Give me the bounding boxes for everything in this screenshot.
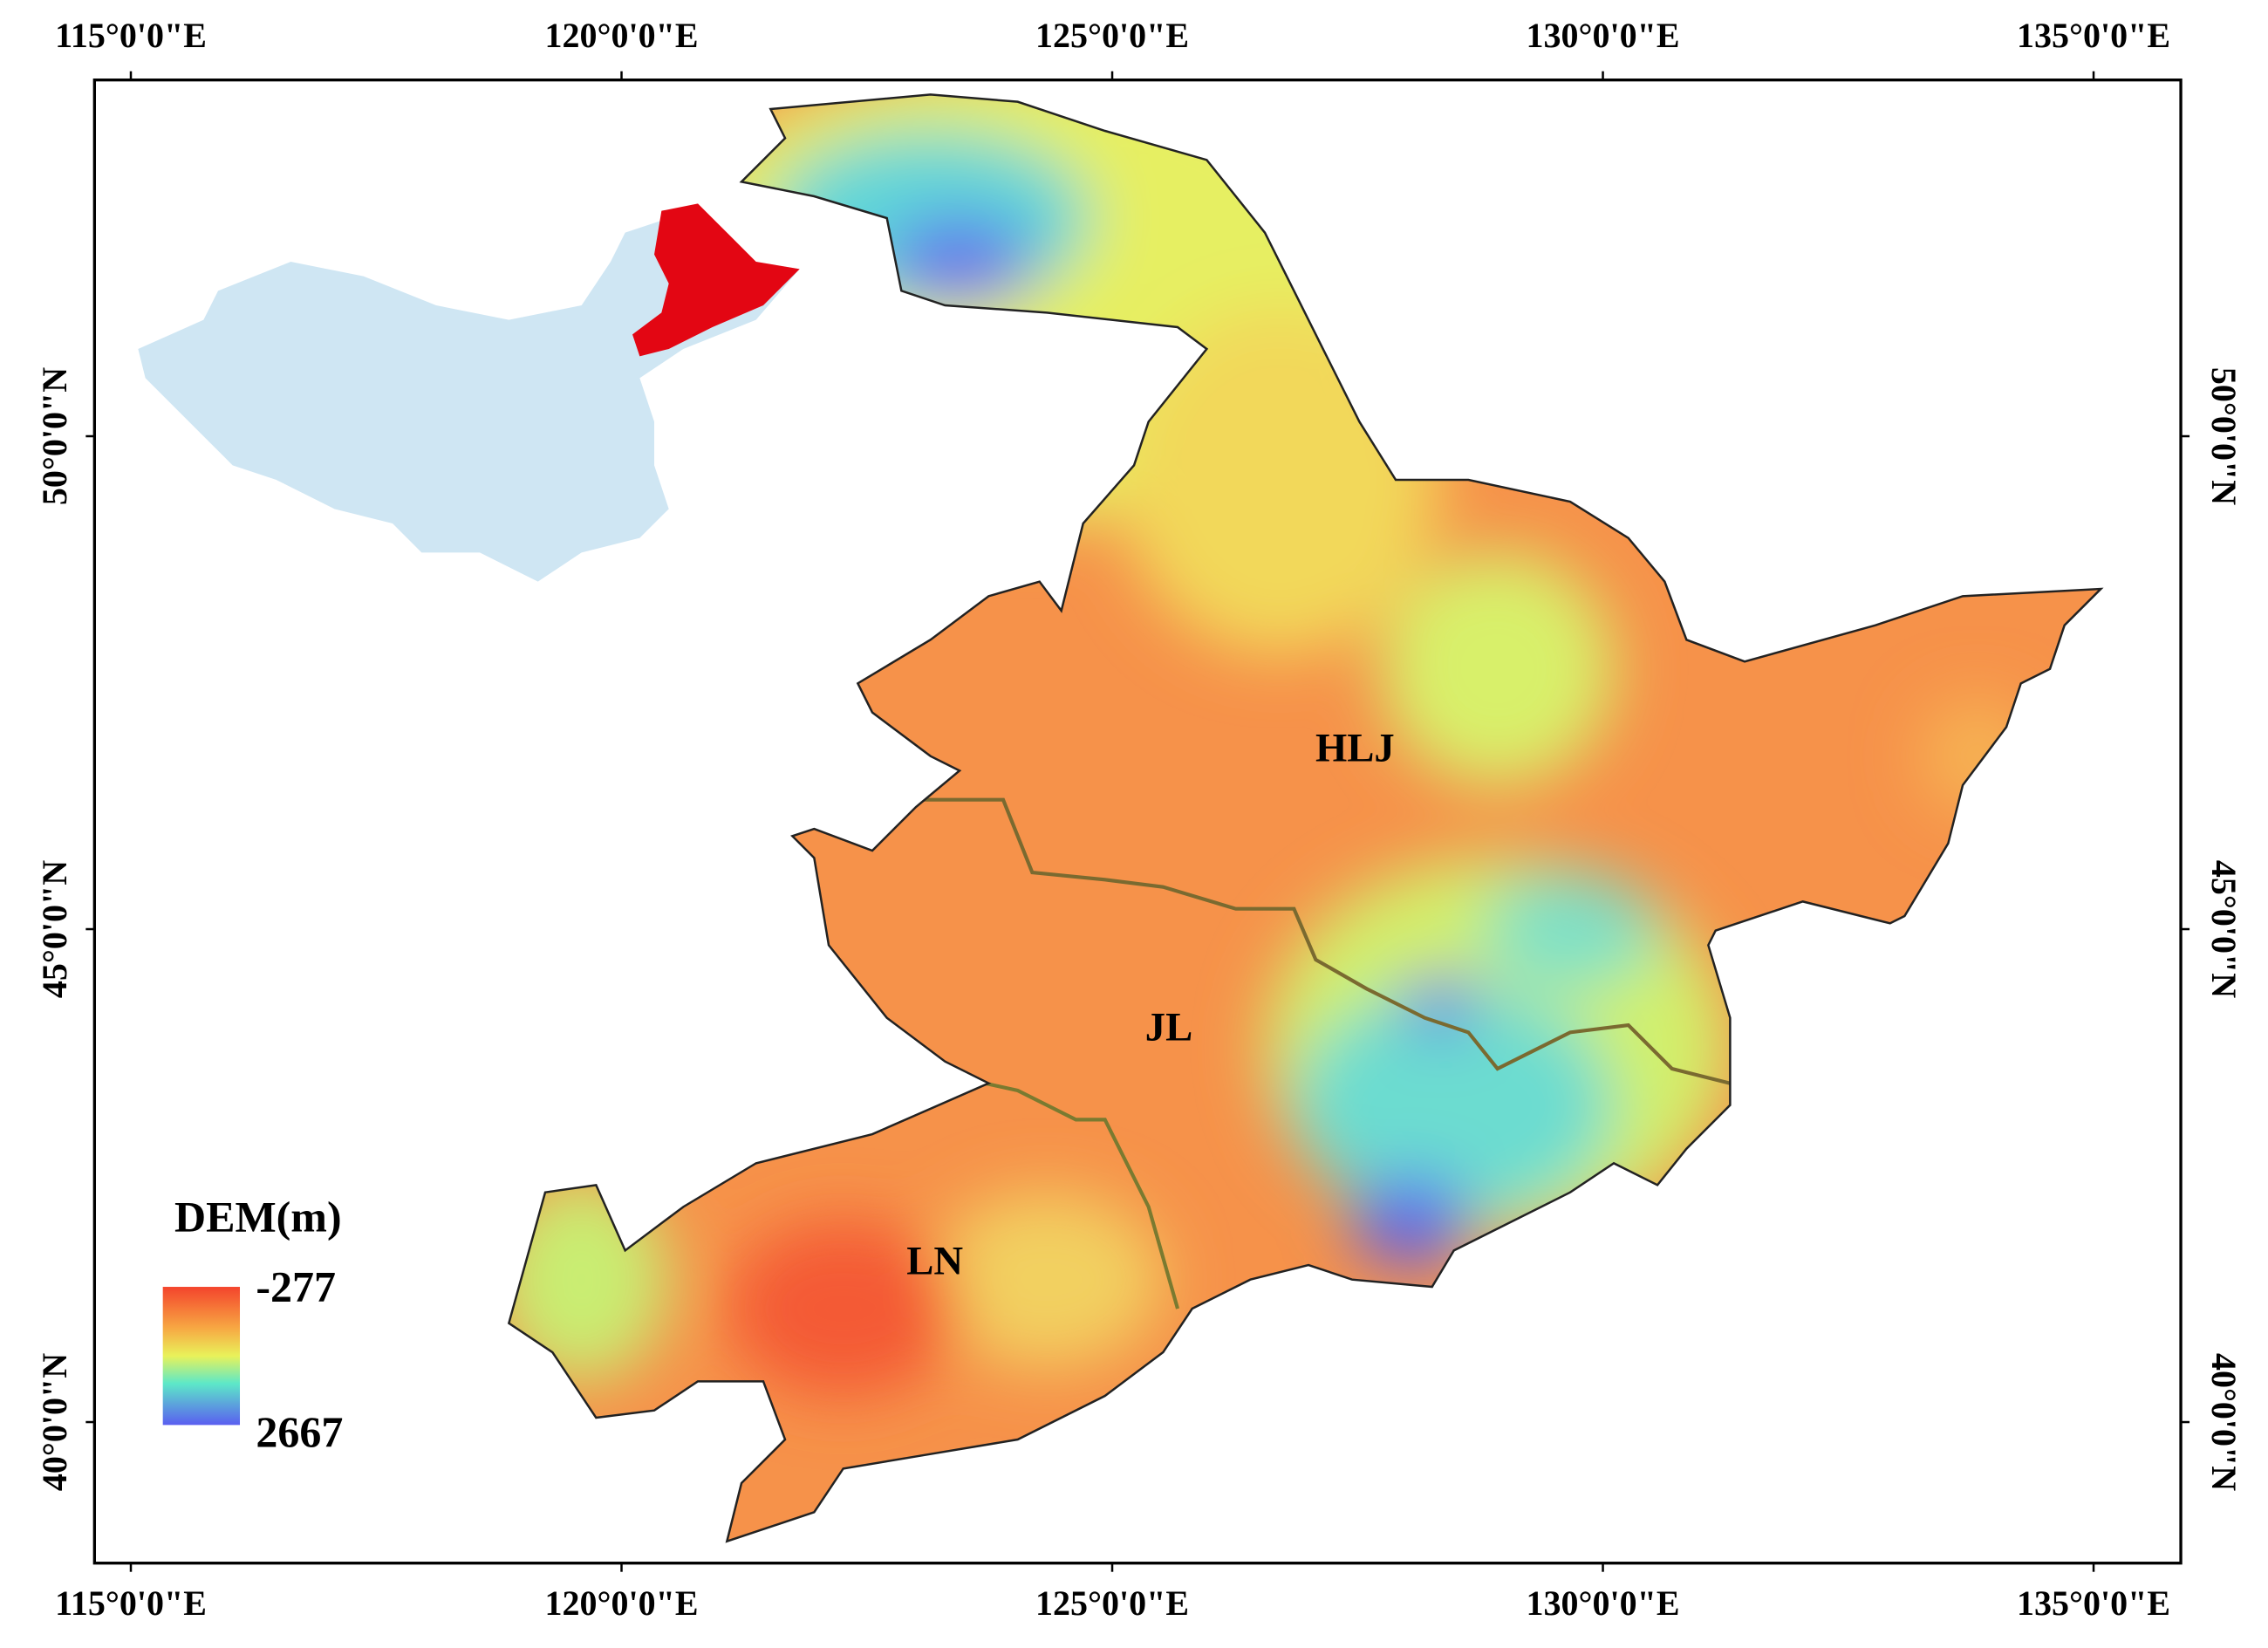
region-label: JL bbox=[1145, 1004, 1192, 1050]
legend-title: DEM(m) bbox=[174, 1192, 342, 1241]
lon-label: 135°0'0"E bbox=[2017, 1583, 2170, 1623]
graticule-labels: 115°0'0"E 120°0'0"E 125°0'0"E 130°0'0"E 135°… bbox=[35, 16, 2244, 1623]
lon-label: 130°0'0"E bbox=[1527, 16, 1680, 55]
lon-label: 130°0'0"E bbox=[1527, 1583, 1680, 1623]
region-label: LN bbox=[906, 1239, 963, 1284]
lon-label: 125°0'0"E bbox=[1035, 1583, 1189, 1623]
northeast-highlight bbox=[632, 203, 800, 357]
lat-label: 40°0'0"N bbox=[2204, 1353, 2244, 1491]
lat-label: 45°0'0"N bbox=[35, 860, 74, 998]
province-border bbox=[916, 797, 1731, 1085]
lon-label: 120°0'0"E bbox=[545, 16, 699, 55]
map-body: HLJ JL LN DEM(m) -277 2667 115°0'0"E 120°… bbox=[35, 16, 2244, 1623]
region-label: HLJ bbox=[1315, 725, 1395, 770]
province-border bbox=[952, 1074, 1180, 1310]
lon-label: 135°0'0"E bbox=[2017, 16, 2170, 55]
legend-high: -277 bbox=[256, 1262, 336, 1310]
china-inset bbox=[138, 210, 800, 582]
lat-label: 50°0'0"N bbox=[35, 367, 74, 505]
legend-colorbar bbox=[162, 1287, 241, 1426]
legend-low: 2667 bbox=[256, 1407, 343, 1456]
lat-label: 50°0'0"N bbox=[2204, 367, 2244, 505]
lat-label: 45°0'0"N bbox=[2204, 860, 2244, 998]
lon-label: 125°0'0"E bbox=[1035, 16, 1189, 55]
lon-label: 115°0'0"E bbox=[55, 16, 207, 55]
lon-label: 115°0'0"E bbox=[55, 1583, 207, 1623]
lat-label: 40°0'0"N bbox=[35, 1353, 74, 1491]
lon-label: 120°0'0"E bbox=[545, 1583, 699, 1623]
